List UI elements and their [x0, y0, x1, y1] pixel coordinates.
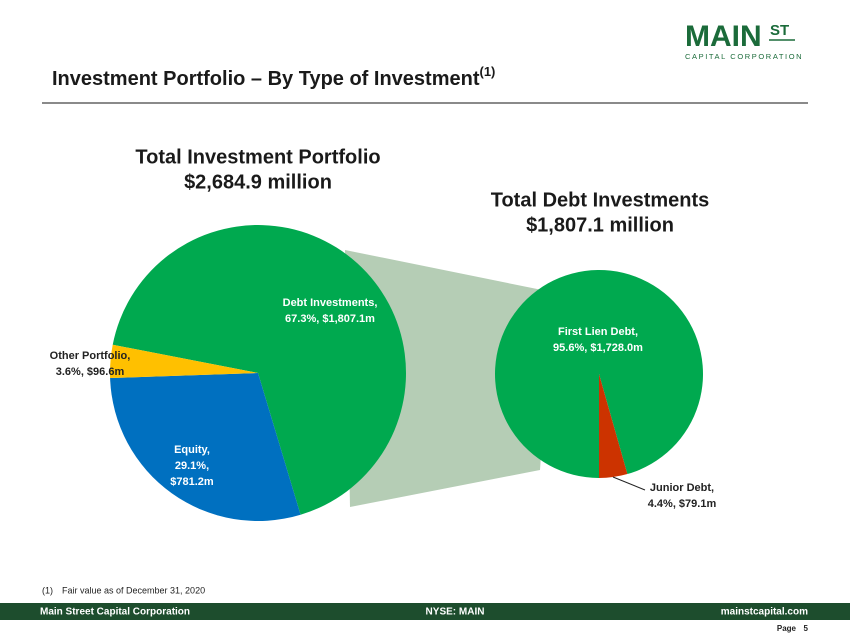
pie-title: Total Debt Investments	[491, 189, 710, 211]
pie-slice	[599, 374, 628, 478]
logo-sub: CAPITAL CORPORATION	[685, 52, 803, 61]
footer-bar	[0, 603, 850, 620]
pie-subtitle: $2,684.9 million	[184, 171, 332, 193]
connector	[345, 250, 552, 507]
title-text: Investment Portfolio – By Type of Invest…	[52, 68, 480, 90]
pie-slice	[110, 373, 301, 521]
slice-name: Junior Debt,	[650, 482, 714, 494]
footnote-ref: (1)	[42, 585, 53, 595]
page-number: 5	[804, 624, 809, 633]
footnote-text: Fair value as of December 31, 2020	[62, 585, 205, 595]
slide-title: Investment Portfolio – By Type of Invest…	[52, 64, 495, 90]
slice-value-label: 29.1%,	[175, 460, 209, 472]
title-note-ref: (1)	[479, 64, 495, 79]
pie-subtitle: $1,807.1 million	[526, 214, 674, 236]
slice-value-label: 67.3%, $1,807.1m	[285, 313, 375, 325]
footer-center: NYSE: MAIN	[426, 607, 485, 618]
footer-right: mainstcapital.com	[721, 607, 808, 618]
logo-st: ST	[770, 22, 789, 39]
slice-name: Other Portfolio,	[50, 350, 131, 362]
slice-value-label: 95.6%, $1,728.0m	[553, 342, 643, 354]
slice-name: Debt Investments,	[283, 297, 378, 309]
slice-name: Equity,	[174, 444, 210, 456]
slice-value-label: 4.4%, $79.1m	[648, 498, 717, 510]
slice-value-label: $781.2m	[170, 476, 214, 488]
charts: Total Investment Portfolio $2,684.9 milli…	[50, 146, 717, 521]
page-label: Page	[777, 624, 797, 633]
pie-title: Total Investment Portfolio	[135, 146, 380, 168]
footer-left: Main Street Capital Corporation	[40, 607, 190, 618]
slice-name: First Lien Debt,	[558, 326, 638, 338]
slice-value-label: 3.6%, $96.6m	[56, 366, 125, 378]
logo-main: MAIN	[685, 20, 762, 53]
pie-slice	[109, 344, 258, 379]
leader-line	[612, 476, 646, 491]
pie-slice	[112, 224, 406, 515]
